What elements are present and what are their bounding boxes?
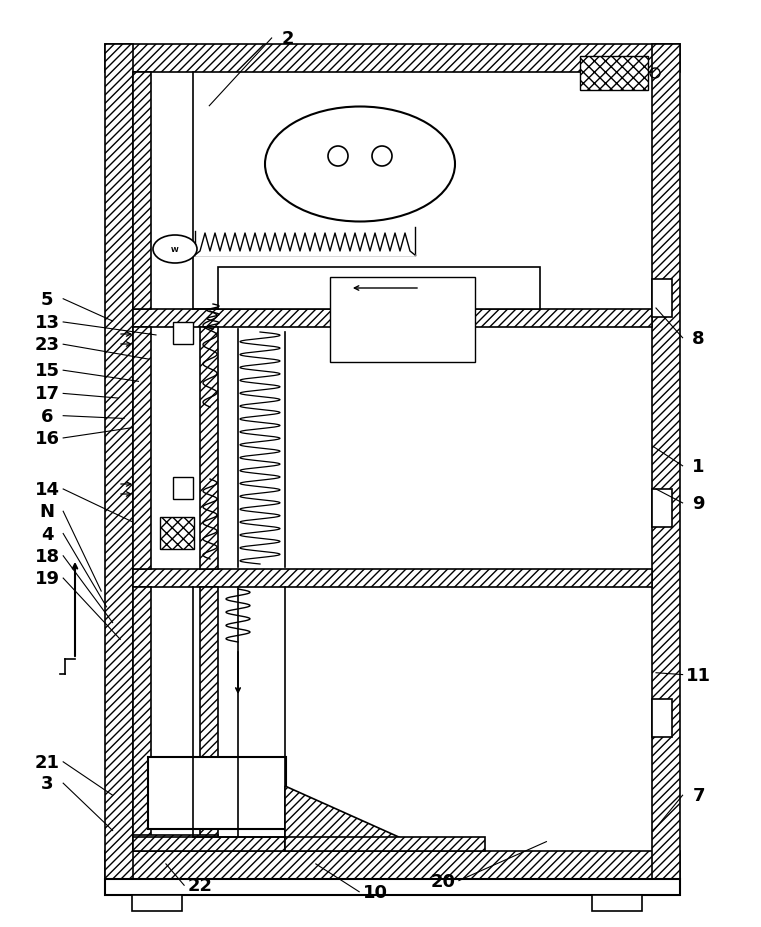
Text: 11: 11: [686, 666, 711, 684]
Bar: [133, 73, 151, 310]
Text: 4: 4: [41, 525, 53, 543]
Bar: [133, 835, 218, 851]
Text: 10: 10: [363, 883, 387, 901]
Bar: [132, 895, 182, 911]
Bar: [105, 44, 680, 73]
Bar: [652, 699, 672, 737]
Text: 22: 22: [188, 876, 212, 895]
Bar: [285, 837, 485, 851]
Text: N: N: [40, 502, 55, 521]
Bar: [148, 757, 286, 829]
Bar: [173, 477, 193, 500]
Bar: [173, 323, 193, 345]
Text: 5: 5: [41, 290, 53, 309]
Bar: [133, 569, 652, 588]
Text: W: W: [171, 247, 179, 253]
Bar: [330, 278, 475, 362]
Ellipse shape: [153, 235, 197, 263]
Text: 17: 17: [35, 385, 59, 403]
Text: 6: 6: [41, 407, 53, 425]
Bar: [580, 57, 648, 91]
Text: 23: 23: [35, 336, 59, 354]
Text: 1: 1: [693, 457, 705, 476]
Text: 13: 13: [35, 313, 59, 332]
Text: 7: 7: [693, 786, 705, 805]
Text: 8: 8: [693, 329, 705, 348]
Text: 16: 16: [35, 429, 59, 448]
Bar: [218, 268, 540, 310]
Bar: [652, 280, 672, 318]
Text: 15: 15: [35, 362, 59, 380]
Bar: [105, 44, 133, 879]
Bar: [652, 44, 680, 879]
Bar: [592, 895, 642, 911]
Bar: [105, 879, 680, 895]
Text: 14: 14: [35, 480, 59, 499]
Text: 9: 9: [693, 494, 705, 513]
Bar: [133, 310, 652, 327]
Text: 21: 21: [35, 753, 59, 771]
Bar: [133, 327, 151, 569]
Text: 2: 2: [282, 30, 294, 48]
Ellipse shape: [265, 108, 455, 222]
Bar: [160, 517, 194, 550]
Bar: [133, 588, 151, 851]
Text: 3: 3: [41, 774, 53, 793]
Polygon shape: [285, 786, 430, 851]
Bar: [200, 588, 218, 851]
Text: 19: 19: [35, 569, 59, 588]
Text: 20: 20: [431, 871, 455, 890]
Bar: [200, 327, 218, 569]
Bar: [652, 489, 672, 527]
Text: 18: 18: [34, 547, 60, 565]
Bar: [133, 837, 313, 851]
Bar: [105, 851, 680, 879]
